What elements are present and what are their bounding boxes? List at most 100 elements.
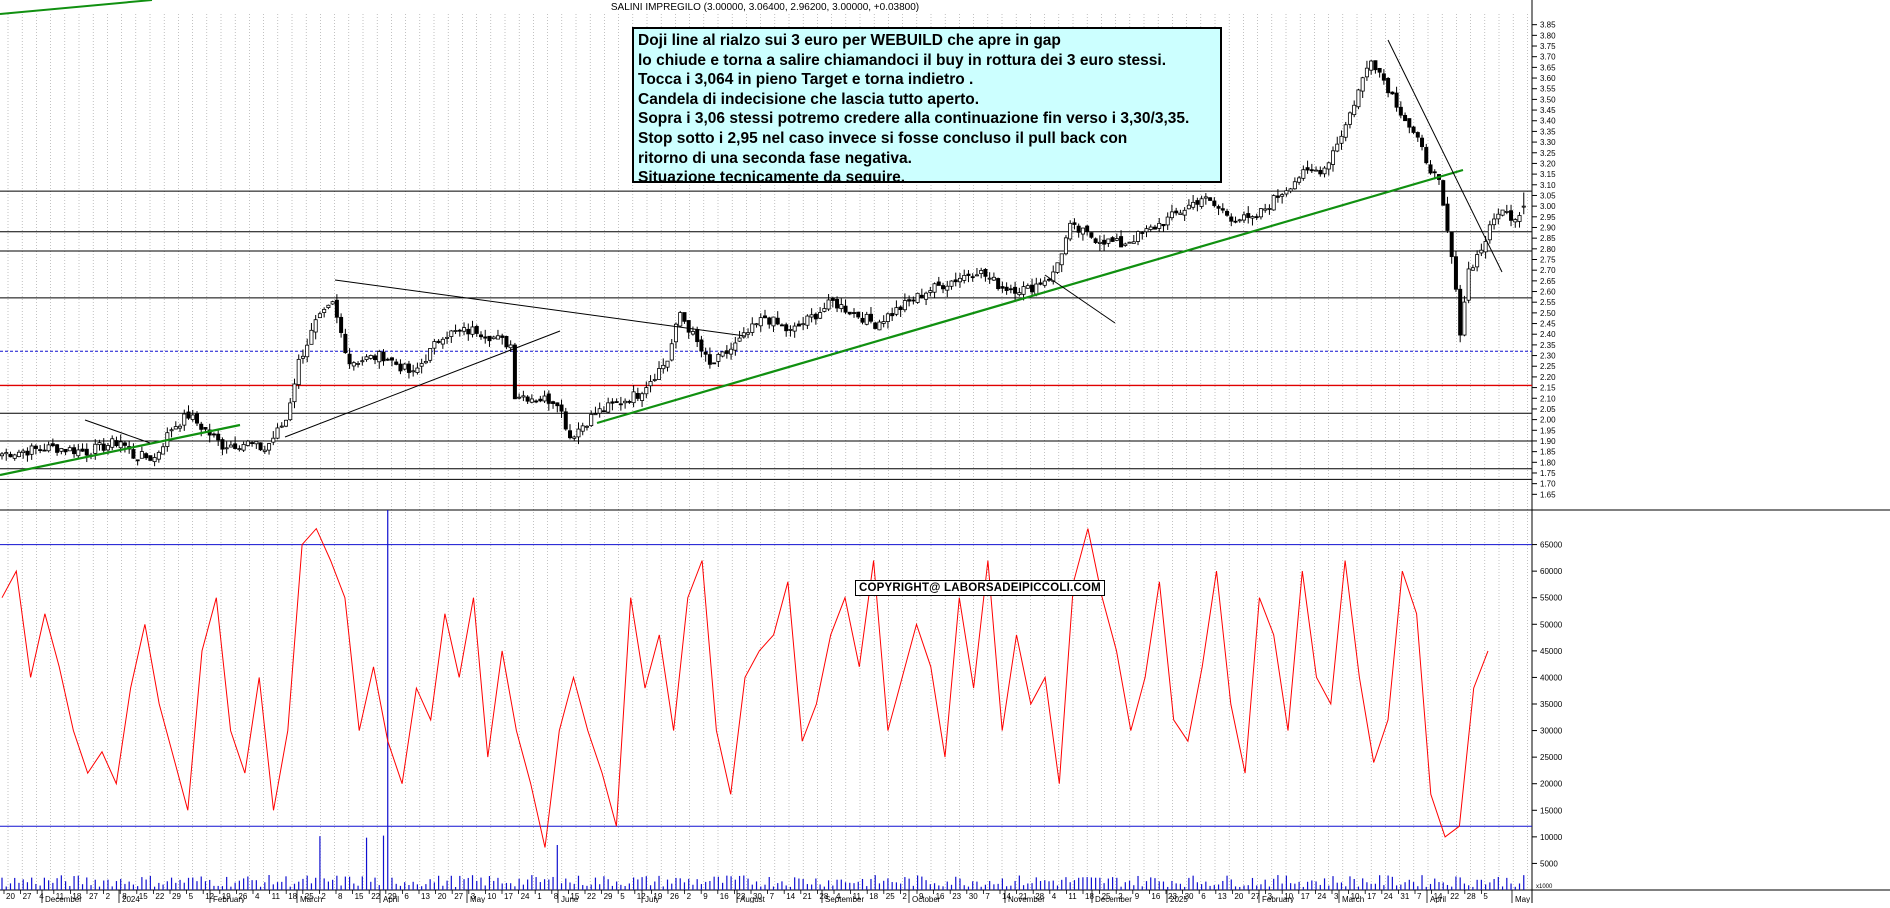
- candle-body: [847, 311, 852, 315]
- candle-body: [1496, 213, 1501, 220]
- candle-body: [746, 332, 751, 335]
- x-day-label: 28: [1467, 892, 1476, 901]
- candle-body: [890, 313, 895, 317]
- green-trendline: [596, 168, 1464, 425]
- y-tick-label: 45000: [1540, 647, 1563, 656]
- x-day-label: 6: [404, 892, 409, 901]
- candle-body: [652, 379, 657, 381]
- candle-body: [597, 408, 602, 414]
- candle-body: [852, 312, 857, 314]
- x-day-label: 22: [587, 892, 596, 901]
- x-day-label: 31: [1400, 892, 1409, 901]
- candle-body: [767, 317, 772, 325]
- candle-body: [1225, 210, 1230, 216]
- y-tick-label: 3.25: [1540, 149, 1556, 158]
- candle-body: [156, 451, 161, 460]
- x-day-label: 27: [23, 892, 32, 901]
- candle-body: [483, 336, 488, 339]
- candle-body: [1072, 222, 1077, 225]
- y-tick-label: 1.65: [1540, 490, 1556, 499]
- x-day-label: 23: [1168, 892, 1177, 901]
- candle-body: [517, 396, 522, 399]
- x-month-label: December: [1095, 895, 1132, 903]
- x-day-label: 18: [288, 892, 297, 901]
- candle-body: [623, 400, 628, 404]
- candle-body: [1178, 212, 1183, 215]
- candle-body: [593, 413, 598, 416]
- y-tick-label: 40000: [1540, 673, 1563, 682]
- candle-body: [199, 423, 204, 430]
- candle-body: [508, 344, 513, 349]
- candle-body: [580, 425, 585, 432]
- y-tick-label: 3.60: [1540, 74, 1556, 83]
- candle-body: [1453, 256, 1458, 290]
- candle-body: [495, 335, 500, 340]
- candle-body: [1161, 223, 1166, 227]
- chart-title: SALINI IMPREGILO (3.00000, 3.06400, 2.96…: [610, 2, 920, 13]
- y-tick-label: 10000: [1540, 833, 1563, 842]
- candle-body: [1119, 236, 1124, 248]
- oscillator-line: [1, 527, 1489, 848]
- x-month-label: March: [1342, 895, 1364, 903]
- black-trendline: [284, 330, 561, 438]
- candle-body: [1517, 215, 1522, 222]
- candle-body: [428, 348, 433, 361]
- candle-body: [182, 413, 187, 426]
- y-tick-label: 1.70: [1540, 480, 1556, 489]
- y-tick-label: 20000: [1540, 780, 1563, 789]
- candle-body: [898, 306, 903, 311]
- candle-body: [389, 357, 394, 361]
- candle-body: [373, 355, 378, 361]
- candle-body: [254, 441, 259, 445]
- candle-body: [4, 452, 9, 455]
- candle-body: [661, 364, 666, 370]
- candle-body: [1407, 118, 1412, 128]
- x-month-label: 2024: [122, 895, 140, 903]
- candle-body: [50, 443, 55, 447]
- candle-body: [1199, 198, 1204, 207]
- y-tick-label: 1.75: [1540, 469, 1556, 478]
- candle-body: [262, 449, 267, 452]
- candle-body: [809, 314, 814, 318]
- candle-body: [1432, 171, 1437, 174]
- candle-body: [1025, 285, 1030, 289]
- candle-body: [1305, 167, 1310, 171]
- candle-body: [194, 413, 199, 424]
- candle-body: [699, 339, 704, 352]
- candle-body: [351, 362, 356, 367]
- x-day-label: 8: [122, 892, 127, 901]
- candle-body: [313, 319, 318, 333]
- x-day-label: 21: [1019, 892, 1028, 901]
- candle-body: [576, 428, 581, 438]
- candle-body: [983, 268, 988, 277]
- candle-body: [1085, 225, 1090, 232]
- x-month-label: February: [1262, 895, 1294, 903]
- candle-body: [991, 276, 996, 281]
- candle-body: [1123, 243, 1128, 246]
- candle-body: [169, 429, 174, 432]
- y-tick-label: 2.85: [1540, 234, 1556, 243]
- candle-body: [627, 401, 632, 403]
- x-day-label: 10: [1284, 892, 1293, 901]
- y-tick-label: 1.95: [1540, 426, 1556, 435]
- candle-body: [423, 360, 428, 364]
- candle-body: [1254, 216, 1259, 218]
- candle-body: [16, 451, 21, 457]
- candle-body: [1237, 219, 1242, 222]
- candle-body: [1241, 214, 1246, 221]
- candle-body: [284, 419, 289, 427]
- x-day-label: 17: [504, 892, 513, 901]
- volume-bars: [1, 510, 1525, 890]
- grid: [7, 14, 1528, 890]
- black-trendline: [334, 279, 746, 337]
- candle-body: [1394, 92, 1399, 108]
- candle-body: [928, 290, 933, 293]
- candle-body: [330, 301, 335, 305]
- candle-body: [1229, 216, 1234, 222]
- candle-body: [1275, 195, 1280, 198]
- candle-body: [568, 430, 573, 439]
- candle-body: [737, 337, 742, 342]
- candle-body: [114, 440, 119, 447]
- candle-body: [1055, 262, 1060, 273]
- candle-body: [1352, 104, 1357, 116]
